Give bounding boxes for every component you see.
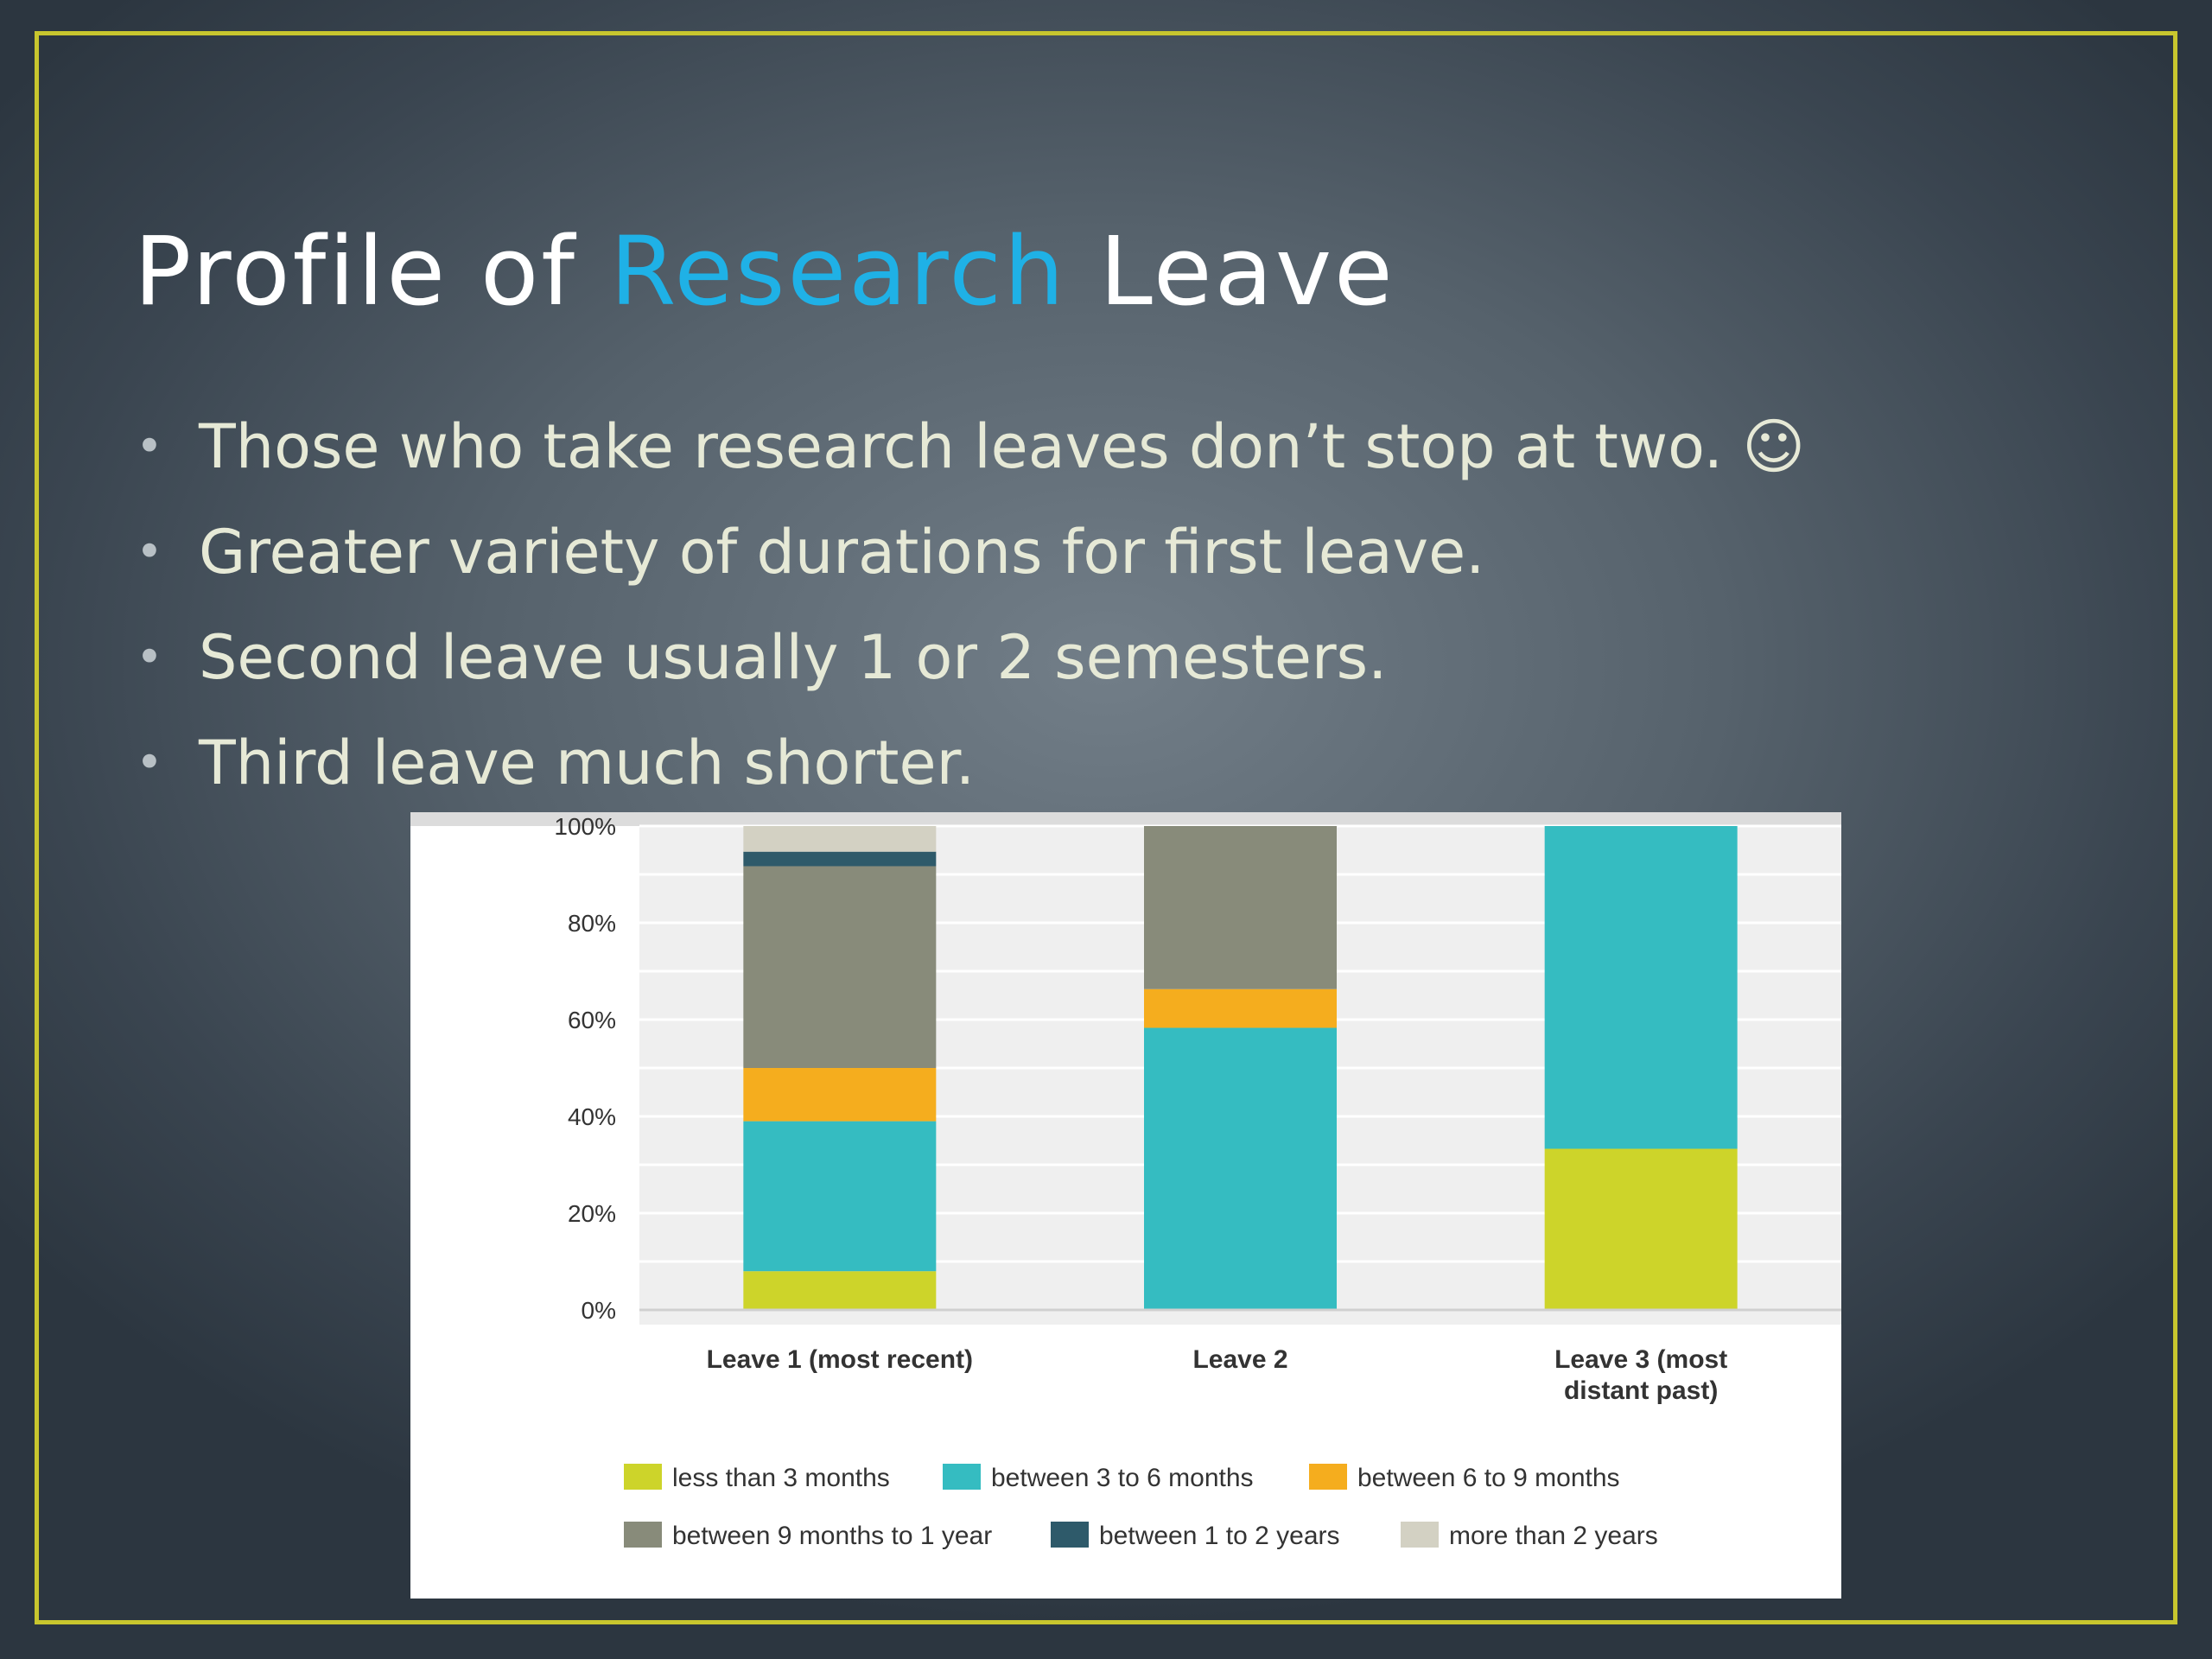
bar-segment: [743, 1271, 937, 1310]
bar-segment: [1144, 988, 1337, 1028]
legend-swatch: [1401, 1522, 1439, 1548]
legend-label: between 1 to 2 years: [1099, 1522, 1340, 1550]
legend-swatch: [624, 1464, 662, 1490]
slide-title: Profile of Research Leave: [134, 216, 1395, 327]
y-tick-label: 0%: [582, 1297, 616, 1324]
bar-segment: [743, 866, 937, 1068]
bullet-text: Second leave usually 1 or 2 semesters.: [199, 622, 1388, 693]
bullet-dot-icon: •: [136, 419, 163, 474]
bar-segment: [743, 826, 937, 852]
bars: [743, 826, 1738, 1310]
legend-label: between 3 to 6 months: [991, 1464, 1254, 1492]
y-tick-label: 100%: [554, 813, 616, 840]
bullet-item: • Second leave usually 1 or 2 semesters.: [134, 610, 1805, 715]
bullet-item: • Those who take research leaves don’t st…: [134, 399, 1805, 505]
chart-top-strip: [410, 812, 1841, 826]
legend-swatch: [1051, 1522, 1089, 1548]
title-accent-word: Research: [610, 216, 1067, 327]
bar-segment: [1144, 826, 1337, 989]
legend: less than 3 months between 3 to 6 months b…: [624, 1464, 1658, 1550]
bullet-dot-icon: •: [136, 630, 163, 684]
legend-label: between 6 to 9 months: [1357, 1464, 1620, 1492]
y-tick-labels: 0% 20% 40% 60% 80% 100%: [554, 813, 616, 1324]
title-part-2: Leave: [1066, 216, 1395, 327]
bar-segment: [1144, 1027, 1337, 1310]
bar-segment: [743, 1068, 937, 1122]
title-part-1: Profile of: [134, 216, 610, 327]
category-labels: Leave 1 (most recent) Leave 2 Leave 3 (mos…: [707, 1345, 1728, 1405]
bullet-item: • Greater variety of durations for first …: [134, 505, 1805, 610]
legend-swatch: [943, 1464, 981, 1490]
bullet-dot-icon: •: [136, 524, 163, 579]
bullet-dot-icon: •: [136, 735, 163, 790]
category-label: Leave 3 (most distant past): [1554, 1345, 1727, 1405]
bar-segment: [1544, 826, 1738, 1149]
bullet-list: • Those who take research leaves don’t st…: [134, 399, 1805, 821]
y-tick-label: 20%: [568, 1200, 616, 1227]
bullet-item: • Third leave much shorter.: [134, 715, 1805, 821]
category-label: Leave 1 (most recent): [707, 1345, 973, 1374]
bar-segment: [743, 851, 937, 867]
legend-label: more than 2 years: [1449, 1522, 1658, 1550]
slide-frame: [35, 31, 2177, 1624]
legend-swatch: [1309, 1464, 1347, 1490]
y-tick-label: 80%: [568, 910, 616, 937]
y-tick-label: 40%: [568, 1103, 616, 1130]
bullet-text: Those who take research leaves don’t sto…: [199, 411, 1806, 482]
legend-label: less than 3 months: [672, 1464, 890, 1492]
bullet-text: Greater variety of durations for first l…: [199, 517, 1485, 588]
chart-panel: 0% 20% 40% 60% 80% 100% Leave 1 (most recent)…: [410, 812, 1841, 1599]
bar-segment: [743, 1121, 937, 1272]
bullet-text: Third leave much shorter.: [199, 728, 976, 798]
stacked-bar-chart: 0% 20% 40% 60% 80% 100% Leave 1 (most recent)…: [410, 812, 1841, 1550]
legend-swatch: [624, 1522, 662, 1548]
bar-segment: [1544, 1148, 1738, 1310]
y-tick-label: 60%: [568, 1007, 616, 1033]
legend-label: between 9 months to 1 year: [672, 1522, 992, 1550]
category-label: Leave 2: [1192, 1345, 1287, 1374]
